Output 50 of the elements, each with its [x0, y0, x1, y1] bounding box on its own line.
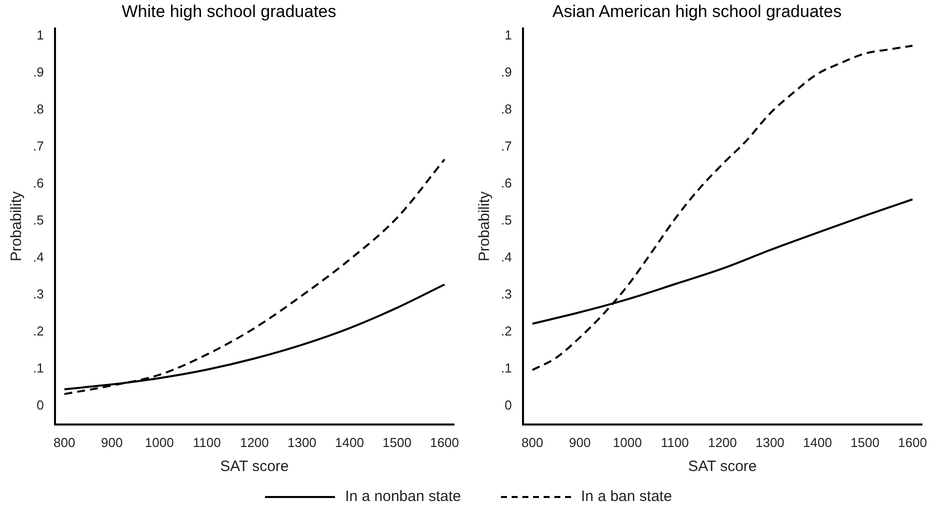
- x-tick-label: 1000: [144, 434, 174, 450]
- y-axis-title: Probability: [476, 190, 494, 262]
- x-axis-title: SAT score: [220, 458, 289, 476]
- x-tick-label: 1300: [755, 434, 784, 450]
- y-tick-label: 0: [36, 397, 44, 412]
- x-tick-label: 1100: [660, 434, 689, 450]
- y-tick-label: .3: [33, 286, 44, 302]
- x-tick-label: 1000: [612, 434, 642, 450]
- y-tick-label: .1: [501, 360, 512, 376]
- x-tick-label: 1100: [192, 434, 221, 450]
- x-tick-label: 1500: [850, 434, 880, 450]
- y-tick-label: .9: [33, 64, 44, 80]
- y-tick-label: 0: [504, 397, 512, 412]
- y-tick-label: .9: [501, 64, 512, 80]
- y-axis-title: Probability: [8, 190, 26, 262]
- y-tick-label: .4: [33, 249, 44, 264]
- y-tick-label: .2: [33, 323, 44, 338]
- x-tick-label: 1600: [430, 434, 459, 450]
- x-axis-title: SAT score: [688, 458, 757, 476]
- chart-title: Asian American high school graduates: [552, 2, 842, 21]
- line-series: [63, 158, 446, 396]
- x-tick-label: 1200: [240, 434, 269, 450]
- y-tick-label: .5: [33, 212, 44, 228]
- y-tick-label: .4: [501, 249, 512, 264]
- y-tick-label: .7: [33, 138, 44, 154]
- y-tick-label: .6: [501, 175, 512, 190]
- x-tick-label: 900: [569, 434, 591, 450]
- legend-label: In a ban state: [581, 488, 672, 505]
- line-series: [531, 44, 914, 371]
- x-tick-label: 900: [101, 434, 123, 450]
- legend-label: In a nonban state: [345, 488, 462, 505]
- x-tick-label: 1500: [382, 434, 412, 450]
- x-tick-label: 800: [521, 434, 544, 450]
- y-tick-label: 1: [504, 27, 512, 42]
- x-tick-label: 1400: [335, 434, 364, 450]
- y-tick-label: .6: [33, 175, 44, 190]
- y-tick-label: .5: [501, 212, 512, 228]
- y-tick-label: .7: [501, 138, 512, 154]
- chart-title: White high school graduates: [122, 2, 336, 21]
- y-tick-label: .3: [501, 286, 512, 302]
- x-tick-label: 1600: [898, 434, 927, 450]
- y-tick-label: 1: [36, 27, 44, 42]
- y-tick-label: .8: [501, 101, 512, 116]
- x-tick-label: 1200: [708, 434, 737, 450]
- y-tick-label: .8: [33, 101, 44, 116]
- y-tick-label: .2: [501, 323, 512, 338]
- y-tick-label: .1: [33, 360, 44, 376]
- x-tick-label: 800: [53, 434, 76, 450]
- x-tick-label: 1300: [287, 434, 316, 450]
- x-tick-label: 1400: [803, 434, 832, 450]
